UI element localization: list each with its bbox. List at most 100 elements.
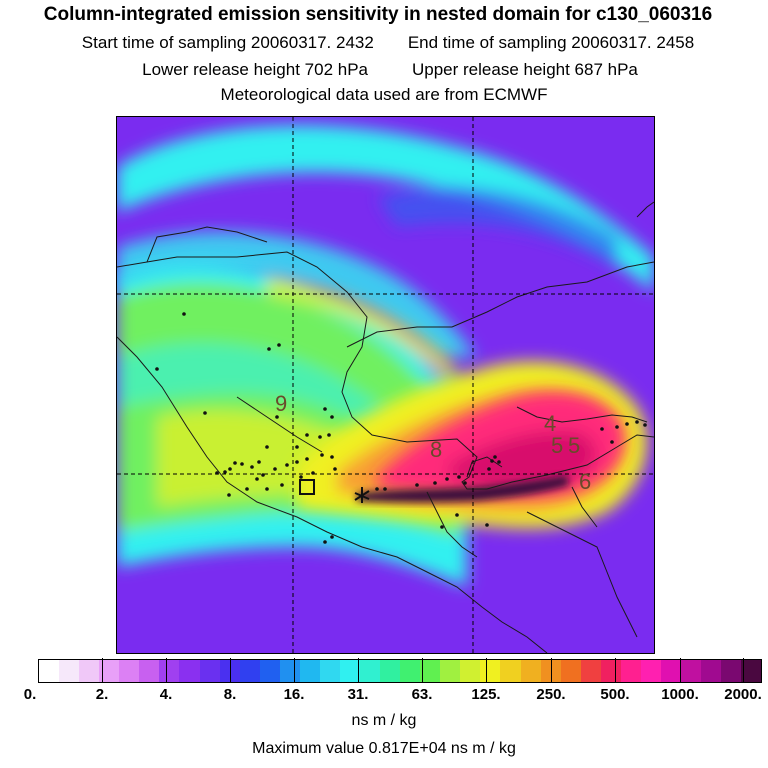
colorbar-cell: [179, 660, 200, 682]
colorbar-cell: [660, 660, 681, 682]
release-point: [267, 347, 271, 351]
colorbar-cell: [741, 660, 762, 682]
release-point: [375, 487, 379, 491]
release-point: [625, 422, 629, 426]
colorbar-cell: [500, 660, 521, 682]
colorbar-tick: [102, 658, 103, 682]
release-point: [455, 513, 459, 517]
max-value-label: Maximum value 0.817E+04 ns m / kg: [252, 740, 516, 757]
colorbar-tick: [615, 658, 616, 682]
colorbar-cell: [99, 660, 120, 682]
contour-label: 9: [275, 391, 287, 416]
release-point: [323, 540, 327, 544]
colorbar-tick-label: 4.: [159, 686, 173, 703]
release-point: [305, 457, 309, 461]
release-point: [305, 433, 309, 437]
colorbar-cell: [480, 660, 501, 682]
release-point: [285, 463, 289, 467]
release-point: [333, 467, 337, 471]
colorbar-cell: [540, 660, 561, 682]
release-point: [265, 487, 269, 491]
colorbar-ticks: [38, 658, 760, 682]
release-point: [240, 462, 244, 466]
colorbar-cell: [520, 660, 541, 682]
colorbar-cell: [119, 660, 140, 682]
colorbar-cell: [420, 660, 441, 682]
contour-label: 5: [568, 433, 580, 458]
release-point: [280, 483, 284, 487]
colorbar-tick-label: 125.: [471, 686, 501, 703]
release-point: [265, 445, 269, 449]
contour-label: 4: [544, 411, 556, 436]
release-point: [261, 473, 265, 477]
upper-release-label: Upper release height 687 hPa: [412, 60, 638, 79]
emission-sensitivity-map: 9 8 4 5 5 6: [116, 116, 655, 654]
release-point: [330, 415, 334, 419]
release-point: [223, 470, 227, 474]
release-point: [440, 525, 444, 529]
graticule: [117, 117, 654, 653]
release-point: [643, 423, 647, 427]
release-point: [273, 467, 277, 471]
colorbar-cell: [339, 660, 360, 682]
colorbar-cell: [239, 660, 260, 682]
release-point: [182, 312, 186, 316]
colorbar-tick-label: 31.: [347, 686, 369, 703]
colorbar-cell: [360, 660, 381, 682]
colorbar-tick: [294, 658, 295, 682]
release-heights: Lower release height 702 hPa Upper releas…: [6, 60, 768, 80]
colorbar-cell: [79, 660, 100, 682]
release-point: [490, 459, 494, 463]
end-time-label: End time of sampling 20060317. 2458: [407, 33, 695, 52]
plume-trail: [357, 475, 569, 503]
release-point: [457, 475, 461, 479]
contour-label: 5: [551, 433, 563, 458]
colorbar-tick: [166, 658, 167, 682]
release-markers: [299, 479, 370, 503]
release-point: [485, 523, 489, 527]
colorbar-cell: [580, 660, 601, 682]
colorbar-tick-label: 8.: [223, 686, 237, 703]
colorbar-tick: [358, 658, 359, 682]
colorbar-cell: [380, 660, 401, 682]
release-point: [445, 477, 449, 481]
release-point: [320, 453, 324, 457]
release-point: [277, 343, 281, 347]
release-point: [257, 460, 261, 464]
map-svg: 9 8 4 5 5 6: [117, 117, 654, 653]
colorbar-cell: [440, 660, 461, 682]
release-point: [233, 461, 237, 465]
colorbar-cell: [640, 660, 661, 682]
colorbar-tick-label: 2000.: [724, 686, 762, 703]
plot-title: Column-integrated emission sensitivity i…: [43, 4, 713, 25]
colorbar-cell: [259, 660, 280, 682]
colorbar-tick: [551, 658, 552, 682]
colorbar-cell: [39, 660, 60, 682]
release-point: [311, 471, 315, 475]
coastlines: [117, 201, 654, 653]
release-point: [463, 481, 467, 485]
colorbar-cell: [560, 660, 581, 682]
colorbar-tick-label: 500.: [600, 686, 630, 703]
colorbar: [38, 659, 762, 683]
release-points: [155, 312, 647, 544]
contour-label: 6: [579, 469, 591, 494]
colorbar-tick-label: 16.: [283, 686, 305, 703]
colorbar-units: ns m / kg: [351, 712, 417, 729]
colorbar-tick: [230, 658, 231, 682]
colorbar-cell: [681, 660, 702, 682]
release-point: [615, 425, 619, 429]
colorbar-cell: [139, 660, 160, 682]
release-point: [493, 455, 497, 459]
colorbar-cell: [400, 660, 421, 682]
release-point: [295, 460, 299, 464]
contour-labels: 9 8 4 5 5 6: [275, 391, 591, 494]
release-point: [327, 433, 331, 437]
contour-label: 8: [430, 437, 442, 462]
release-point: [250, 465, 254, 469]
colorbar-cell: [199, 660, 220, 682]
colorbar-tick-label: 1000.: [661, 686, 699, 703]
release-point: [295, 445, 299, 449]
release-point: [155, 367, 159, 371]
release-point: [330, 455, 334, 459]
